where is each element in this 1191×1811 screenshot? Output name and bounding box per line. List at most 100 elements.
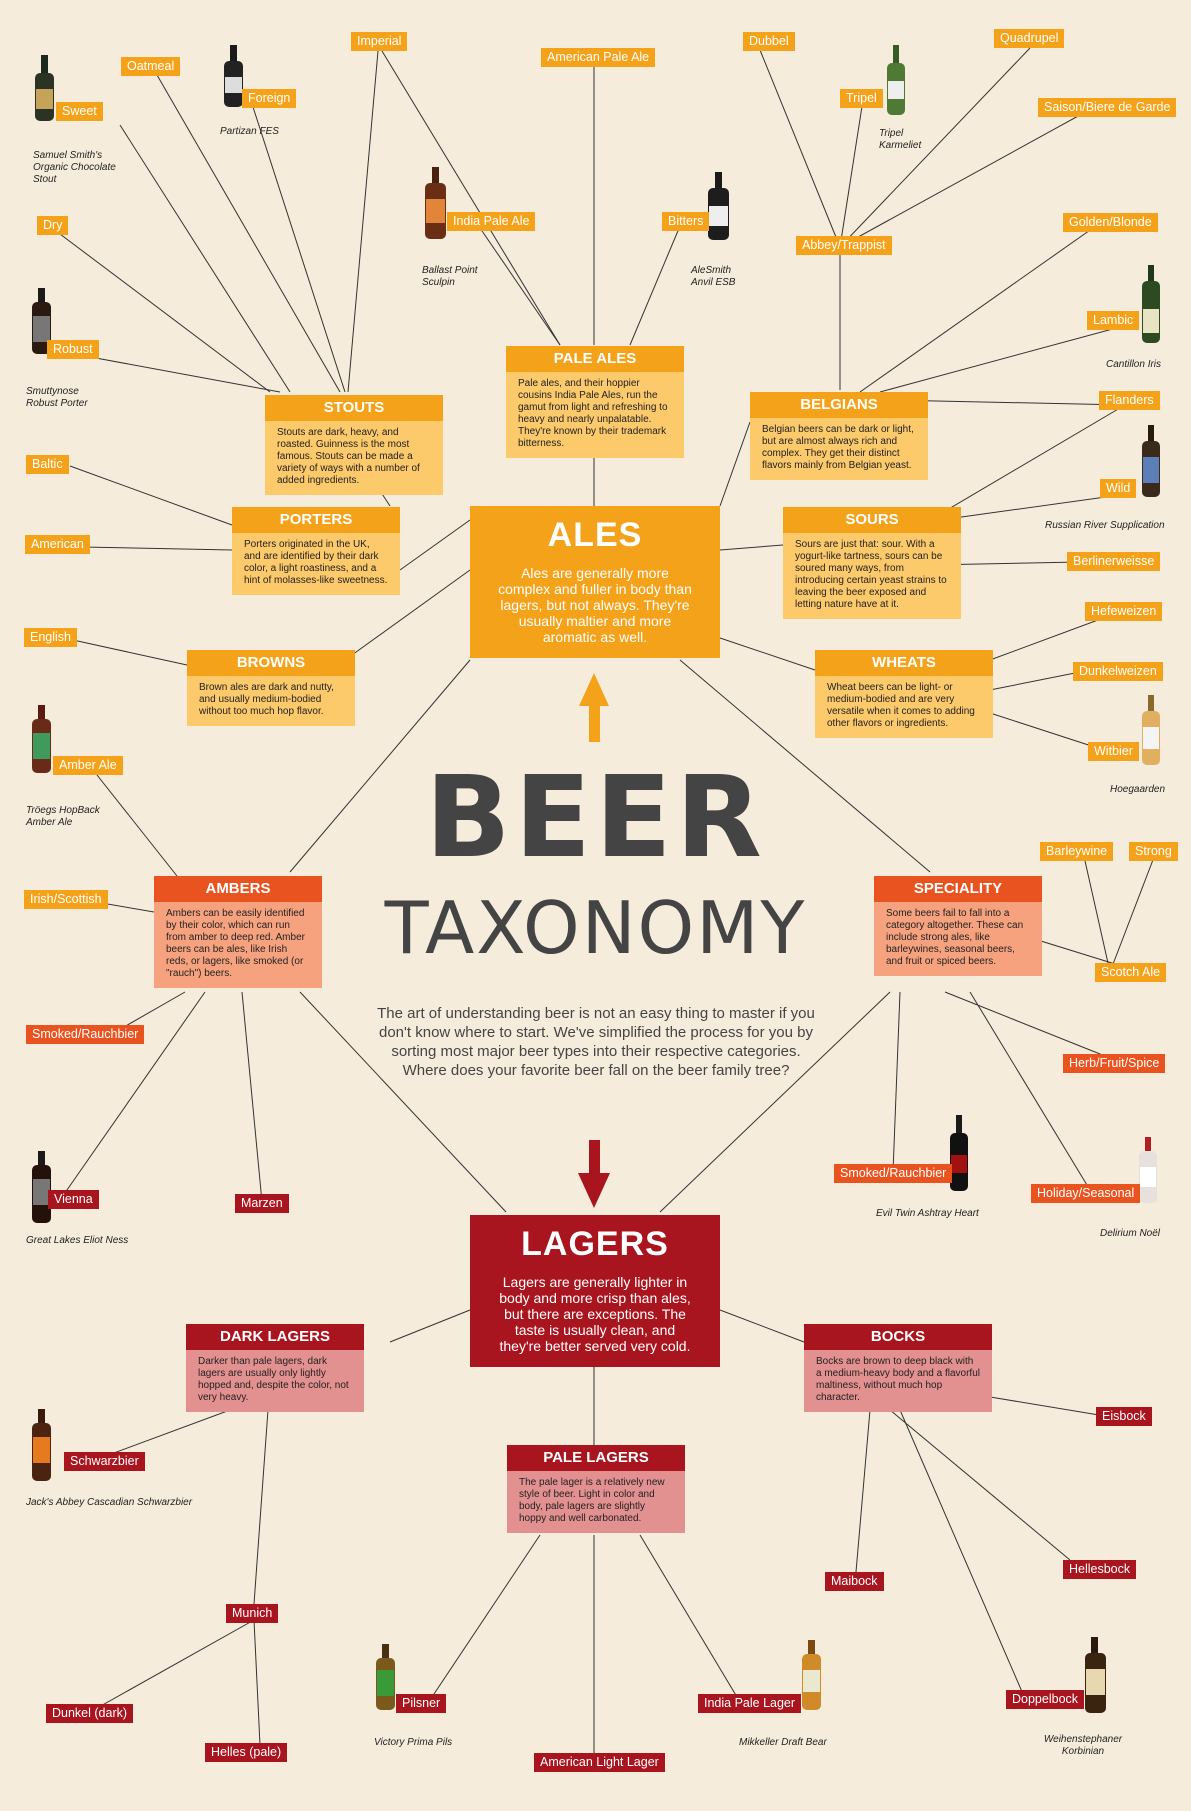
tag-golden-blonde: Golden/Blonde [1063, 213, 1158, 232]
speciality-title: SPECIALITY [874, 876, 1042, 902]
porters-box: PORTERS Porters originated in the UK, an… [232, 507, 400, 595]
tag-english: English [24, 628, 77, 647]
tag-american-light-lager: American Light Lager [534, 1753, 665, 1772]
tag-dubbel: Dubbel [743, 32, 795, 51]
tag-american: American [25, 535, 90, 554]
tag-doppelbock: Doppelbock [1006, 1690, 1085, 1709]
ambers-title: AMBERS [154, 876, 322, 902]
bocks-title: BOCKS [804, 1324, 992, 1350]
caption-great-lakes: Great Lakes Eliot Ness [26, 1235, 129, 1246]
wheats-box: WHEATS Wheat beers can be light- or medi… [815, 650, 993, 738]
belgians-box: BELGIANS Belgian beers can be dark or li… [750, 392, 928, 480]
tag-helles: Helles (pale) [205, 1743, 288, 1762]
ales-title: ALES [547, 516, 643, 554]
tag-quadrupel: Quadrupel [994, 29, 1065, 48]
tag-holiday-seasonal: Holiday/Seasonal [1031, 1184, 1141, 1203]
caption-delirium: Delirium Noël [1100, 1228, 1161, 1239]
bocks-box: BOCKS Bocks are brown to deep black with… [804, 1324, 992, 1412]
bottle-icons [32, 45, 1160, 1713]
caption-russian-river: Russian River Supplication [1045, 520, 1165, 531]
pale-lagers-box: PALE LAGERS The pale lager is a relative… [507, 1445, 685, 1533]
sours-box: SOURS Sours are just that: sour. With a … [783, 507, 961, 619]
title-taxonomy: TAXONOMY [384, 886, 807, 970]
tag-pilsner: Pilsner [396, 1694, 447, 1713]
caption-ballast: Ballast Point Sculpin [422, 265, 478, 288]
porters-title: PORTERS [232, 507, 400, 533]
pale-ales-body: Pale ales, and their hoppier cousins Ind… [506, 372, 684, 458]
belgians-title: BELGIANS [750, 392, 928, 418]
lagers-body: Lagers are generally lighter in body and… [499, 1274, 691, 1354]
tag-sweet: Sweet [56, 102, 103, 121]
belgians-body: Belgian beers can be dark or light, but … [750, 418, 928, 480]
up-arrow-icon [579, 673, 609, 742]
pale-ales-title: PALE ALES [506, 346, 684, 372]
tag-flanders: Flanders [1099, 391, 1160, 410]
browns-body: Brown ales are dark and nutty, and usual… [187, 676, 355, 726]
speciality-box: SPECIALITY Some beers fail to fall into … [874, 876, 1042, 976]
tag-smoked-rauchbier-right: Smoked/Rauchbier [834, 1164, 953, 1183]
tag-imperial: Imperial [351, 32, 408, 51]
caption-smuttynose: Smuttynose Robust Porter [26, 386, 88, 409]
ales-body: Ales are generally more complex and full… [498, 565, 692, 645]
pale-lagers-body: The pale lager is a relatively new style… [507, 1471, 685, 1533]
tag-dunkel: Dunkel (dark) [46, 1704, 134, 1723]
tag-barleywine: Barleywine [1040, 842, 1114, 861]
tag-berlinerweisse: Berlinerweisse [1067, 552, 1161, 571]
tag-vienna: Vienna [48, 1190, 99, 1209]
caption-jacks-abbey: Jack's Abbey Cascadian Schwarzbier [26, 1497, 193, 1508]
tag-strong: Strong [1129, 842, 1178, 861]
dark-lagers-body: Darker than pale lagers, dark lagers are… [186, 1350, 364, 1412]
ales-box: ALES Ales are generally more complex and… [470, 506, 720, 658]
tag-schwarzbier: Schwarzbier [64, 1452, 145, 1471]
wheats-body: Wheat beers can be light- or medium-bodi… [815, 676, 993, 738]
intro-text: The art of understanding beer is not an … [377, 1005, 815, 1079]
ambers-box: AMBERS Ambers can be easily identified b… [154, 876, 322, 988]
bocks-body: Bocks are brown to deep black with a med… [804, 1350, 992, 1412]
tag-india-pale-lager: India Pale Lager [698, 1694, 802, 1713]
browns-box: BROWNS Brown ales are dark and nutty, an… [187, 650, 355, 726]
pale-ales-box: PALE ALES Pale ales, and their hoppier c… [506, 346, 684, 458]
caption-mikkeller: Mikkeller Draft Bear [739, 1737, 827, 1748]
speciality-body: Some beers fail to fall into a category … [874, 902, 1042, 976]
sours-body: Sours are just that: sour. With a yogurt… [783, 533, 961, 619]
down-arrow-icon [578, 1140, 610, 1208]
tag-maibock: Maibock [825, 1572, 884, 1591]
tag-eisbock: Eisbock [1096, 1407, 1152, 1426]
tag-oatmeal: Oatmeal [121, 57, 181, 76]
tag-dunkelweizen: Dunkelweizen [1073, 662, 1163, 681]
tag-wild: Wild [1100, 479, 1137, 498]
tag-hellesbock: Hellesbock [1063, 1560, 1137, 1579]
stouts-body: Stouts are dark, heavy, and roasted. Gui… [265, 421, 443, 495]
tag-baltic: Baltic [26, 455, 69, 474]
stouts-title: STOUTS [265, 395, 443, 421]
tag-bitters: Bitters [662, 212, 710, 231]
caption-cantillon: Cantillon Iris [1106, 359, 1162, 370]
tag-dry: Dry [37, 216, 69, 235]
lagers-title: LAGERS [521, 1225, 669, 1263]
ambers-body: Ambers can be easily identified by their… [154, 902, 322, 988]
tag-smoked-rauchbier-left: Smoked/Rauchbier [26, 1025, 145, 1044]
tag-lambic: Lambic [1087, 311, 1140, 330]
caption-samuel-smith: Samuel Smith's Organic Chocolate Stout [33, 150, 116, 185]
tag-tripel: Tripel [840, 89, 883, 108]
caption-partizan: Partizan FES [220, 126, 279, 137]
lagers-box: LAGERS Lagers are generally lighter in b… [470, 1215, 720, 1367]
sours-title: SOURS [783, 507, 961, 533]
tag-irish-scottish: Irish/Scottish [24, 890, 108, 909]
pale-lagers-title: PALE LAGERS [507, 1445, 685, 1471]
tag-marzen: Marzen [235, 1194, 289, 1213]
porters-body: Porters originated in the UK, and are id… [232, 533, 400, 595]
tag-india-pale-ale: India Pale Ale [447, 212, 536, 231]
tag-herb-fruit-spice: Herb/Fruit/Spice [1063, 1054, 1166, 1073]
tag-american-pale-ale: American Pale Ale [541, 48, 656, 67]
stouts-box: STOUTS Stouts are dark, heavy, and roast… [265, 395, 443, 495]
tag-abbey-trappist: Abbey/Trappist [796, 236, 892, 255]
tag-saison: Saison/Biere de Garde [1038, 98, 1177, 117]
tag-hefeweizen: Hefeweizen [1085, 602, 1163, 621]
caption-troegs: Tröegs HopBack Amber Ale [26, 805, 100, 828]
tag-amber-ale: Amber Ale [53, 756, 123, 775]
caption-alesmith: AleSmith Anvil ESB [691, 265, 736, 288]
caption-victory: Victory Prima Pils [374, 1737, 453, 1748]
tag-foreign: Foreign [242, 89, 297, 108]
